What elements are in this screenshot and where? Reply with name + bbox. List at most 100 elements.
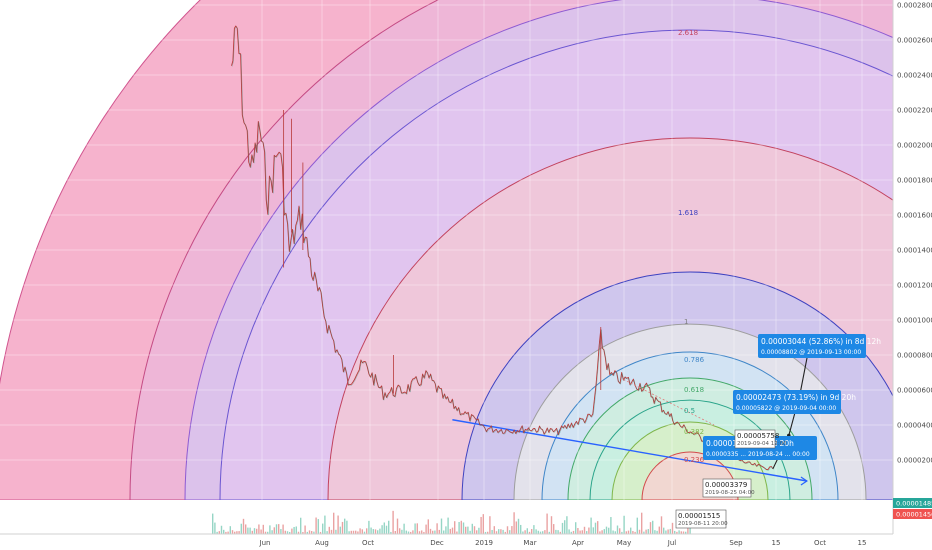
volume-bar bbox=[623, 515, 625, 534]
volume-bar bbox=[601, 530, 603, 534]
volume-bar bbox=[634, 531, 636, 534]
volume-bar bbox=[251, 530, 253, 534]
volume-bar bbox=[229, 526, 231, 534]
volume-bar bbox=[363, 531, 366, 534]
volume-bar bbox=[612, 530, 614, 534]
projection-box-1[interactable] bbox=[733, 390, 841, 414]
volume-bar bbox=[559, 531, 561, 534]
volume-bar bbox=[425, 524, 427, 534]
volume-bar bbox=[641, 512, 643, 534]
time-axis-bg bbox=[0, 534, 932, 550]
volume-bar bbox=[535, 529, 537, 534]
volume-bar bbox=[390, 531, 392, 534]
volume-bar bbox=[359, 528, 361, 534]
volume-bar bbox=[297, 531, 300, 534]
volume-bar bbox=[586, 531, 588, 534]
volume-bar bbox=[487, 531, 489, 534]
volume-bar bbox=[605, 526, 608, 534]
volume-bar bbox=[500, 529, 502, 534]
volume-bar bbox=[652, 520, 654, 534]
volume-bar bbox=[495, 531, 498, 534]
volume-bar bbox=[377, 530, 379, 534]
price-tick-7: 0.00014000 bbox=[897, 247, 932, 255]
volume-bar bbox=[522, 531, 524, 534]
volume-bar bbox=[249, 527, 251, 534]
volume-bar bbox=[656, 530, 658, 534]
price-axis[interactable]: 0.00028000 0.00026000 0.00024000 0.00022000… bbox=[897, 2, 932, 465]
volume-bar bbox=[577, 528, 579, 534]
volume-bar bbox=[462, 522, 465, 534]
volume-bar bbox=[225, 531, 227, 534]
price-tick-8: 0.00012000 bbox=[897, 282, 932, 290]
volume-bar bbox=[291, 528, 293, 534]
point-label-value-1: 0.00003379 bbox=[705, 481, 747, 489]
volume-bar bbox=[293, 526, 295, 534]
fib-label-inner-5: 0.236 bbox=[684, 456, 705, 464]
volume-bar bbox=[449, 528, 451, 534]
volume-bar bbox=[242, 518, 245, 534]
volume-bar bbox=[469, 530, 471, 534]
fib-level-labels: 2.618 1.618 1 0.786 0.618 0.5 0.382 0.236 bbox=[678, 29, 705, 464]
volume-bar bbox=[418, 531, 421, 534]
volume-bar bbox=[403, 523, 405, 534]
time-axis[interactable]: Jun Aug Oct Dec 2019 Mar Apr May Jul Sep 15 Oct 15 bbox=[259, 539, 867, 547]
time-tick-1: Aug bbox=[315, 539, 329, 547]
point-label-box-0 bbox=[734, 429, 776, 449]
volume-bar bbox=[511, 526, 513, 534]
volume-bar bbox=[368, 520, 370, 534]
volume-bar bbox=[643, 531, 645, 534]
volume-bar bbox=[414, 523, 416, 534]
volume-bar bbox=[592, 527, 594, 534]
price-tag-text-0: 0.00001485 bbox=[896, 500, 932, 508]
volume-bar bbox=[603, 529, 605, 534]
volume-bar bbox=[392, 510, 394, 534]
volume-bar bbox=[674, 530, 676, 534]
fib-label-inner-1: 0.786 bbox=[684, 356, 705, 364]
projection-box-line2-0: 0.00008802 @ 2019-09-13 00:00 bbox=[761, 349, 861, 356]
projection-box-0[interactable] bbox=[758, 334, 866, 358]
price-tick-10: 0.00008000 bbox=[897, 352, 932, 360]
volume-bar bbox=[478, 527, 480, 534]
fib-label-inner-2: 0.618 bbox=[684, 386, 704, 394]
volume-bar bbox=[436, 523, 438, 534]
volume-bar bbox=[608, 527, 610, 534]
volume-bar bbox=[467, 526, 469, 534]
volume-bar bbox=[346, 520, 348, 534]
volume-bar bbox=[649, 522, 652, 534]
price-tick-11: 0.00006000 bbox=[897, 387, 932, 395]
volume-bar bbox=[498, 529, 500, 534]
volume-bar bbox=[212, 513, 214, 534]
volume-bar bbox=[421, 530, 423, 534]
trendline[interactable] bbox=[452, 419, 808, 486]
volume-bar bbox=[610, 517, 612, 534]
volume-bar bbox=[509, 530, 511, 534]
volume-bar bbox=[685, 531, 687, 534]
volume-bar bbox=[440, 518, 443, 534]
volume-bar bbox=[256, 528, 258, 534]
volume-bar bbox=[502, 529, 504, 534]
volume-bar bbox=[333, 512, 335, 534]
horizontal-gridlines bbox=[0, 4, 893, 461]
volume-bar bbox=[322, 523, 324, 534]
volume-bar bbox=[381, 525, 383, 534]
volume-bars bbox=[0, 500, 893, 534]
price-tick-1: 0.00026000 bbox=[897, 37, 932, 45]
volume-bar bbox=[374, 529, 377, 534]
volume-bar bbox=[366, 528, 368, 534]
volume-bar bbox=[264, 531, 267, 534]
volume-bar bbox=[438, 529, 440, 534]
volume-bar bbox=[227, 531, 229, 534]
volume-bar bbox=[594, 522, 597, 534]
volume-bar bbox=[621, 531, 623, 534]
volume-bar bbox=[278, 524, 280, 534]
volume-bar bbox=[482, 514, 484, 534]
volume-bar bbox=[271, 530, 273, 534]
point-label-box-1 bbox=[702, 478, 752, 498]
volume-bar bbox=[410, 531, 412, 534]
volume-bar bbox=[260, 529, 262, 534]
volume-bar bbox=[531, 529, 533, 534]
volume-bar bbox=[550, 516, 553, 534]
trendline-line[interactable] bbox=[452, 419, 808, 482]
volume-bar bbox=[284, 530, 286, 534]
volume-bar bbox=[636, 517, 638, 534]
